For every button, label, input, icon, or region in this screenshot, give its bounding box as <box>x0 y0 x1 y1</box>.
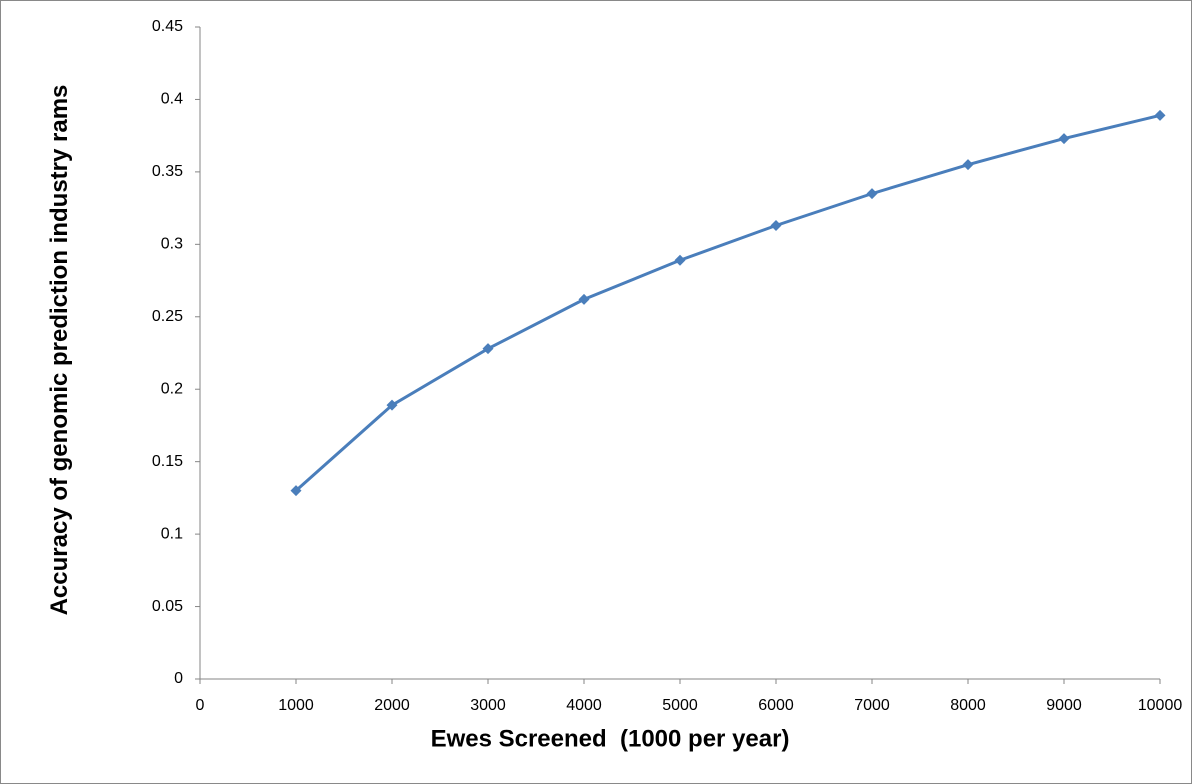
x-tick-label: 3000 <box>470 697 506 714</box>
y-tick-label: 0.4 <box>161 91 183 108</box>
y-tick-label: 0.2 <box>161 380 183 397</box>
x-tick-label: 8000 <box>950 697 986 714</box>
x-tick-label: 5000 <box>662 697 698 714</box>
point-marker <box>386 399 398 411</box>
point-marker <box>578 293 590 305</box>
x-tick-label: 0 <box>196 697 205 714</box>
y-tick-label: 0 <box>174 670 183 687</box>
x-tick-label: 7000 <box>854 697 890 714</box>
x-tick-label: 9000 <box>1046 697 1082 714</box>
point-marker <box>674 254 686 266</box>
series-line <box>295 113 1161 492</box>
x-axis-title: Ewes Screened (1000 per year) <box>431 725 790 752</box>
y-tick-label: 0.05 <box>152 598 183 615</box>
point-marker <box>1154 109 1166 121</box>
x-tick-label: 10000 <box>1138 697 1183 714</box>
y-tick-label: 0.1 <box>161 525 183 542</box>
y-tick-label: 0.3 <box>161 236 183 253</box>
y-tick-label: 0.25 <box>152 308 183 325</box>
point-marker <box>770 219 782 231</box>
point-marker <box>290 485 302 497</box>
point-marker <box>482 343 494 355</box>
y-tick-label: 0.35 <box>152 163 183 180</box>
x-tick-label: 1000 <box>278 697 314 714</box>
x-tick-label: 6000 <box>758 697 794 714</box>
y-axis-title: Accuracy of genomic prediction industry … <box>46 84 73 616</box>
x-tick-label: 4000 <box>566 697 602 714</box>
x-tick-label: 2000 <box>374 697 410 714</box>
point-marker <box>1058 133 1070 145</box>
point-marker <box>962 159 974 171</box>
y-tick-label: 0.15 <box>152 453 183 470</box>
point-marker <box>866 188 878 200</box>
y-tick-label: 0.45 <box>152 18 183 35</box>
